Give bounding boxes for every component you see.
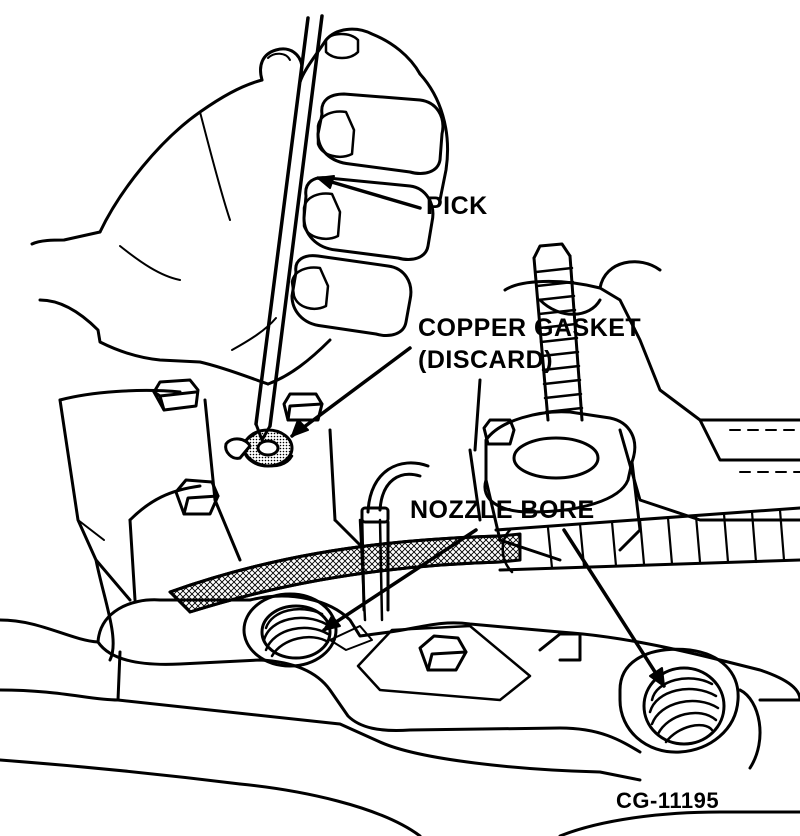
cylinder-head	[58, 260, 800, 662]
hex-bolt-upper-middle	[282, 392, 324, 422]
return-line	[360, 461, 430, 612]
pick-leader	[316, 176, 422, 210]
copper-gasket-label: COPPER GASKET	[418, 314, 642, 342]
threaded-stud	[532, 242, 584, 422]
leader-lines	[290, 175, 666, 688]
nozzle-bore-left	[242, 592, 373, 668]
gasket-leader	[290, 346, 412, 438]
pick-label: PICK	[426, 192, 488, 220]
nozzle-bore-leader-right	[562, 528, 666, 688]
nozzle-bore-label: NOZZLE BORE	[410, 496, 595, 524]
discard-label: (DISCARD)	[418, 346, 554, 374]
figure-id-label: CG-11195	[616, 788, 720, 813]
braided-hose	[168, 532, 522, 614]
hex-bolt-upper-left	[152, 378, 200, 412]
hex-bolt-lower	[418, 634, 468, 672]
hex-bolt-right-tower	[482, 418, 516, 446]
copper-gasket	[224, 428, 294, 468]
hex-bolts	[152, 378, 516, 672]
nozzle-bore-leader-left	[322, 528, 478, 632]
injector-line	[494, 506, 800, 574]
hex-bolt-left	[174, 478, 220, 516]
head-deck	[0, 594, 800, 836]
hand	[30, 27, 450, 386]
nozzle-bore-right	[618, 647, 740, 754]
